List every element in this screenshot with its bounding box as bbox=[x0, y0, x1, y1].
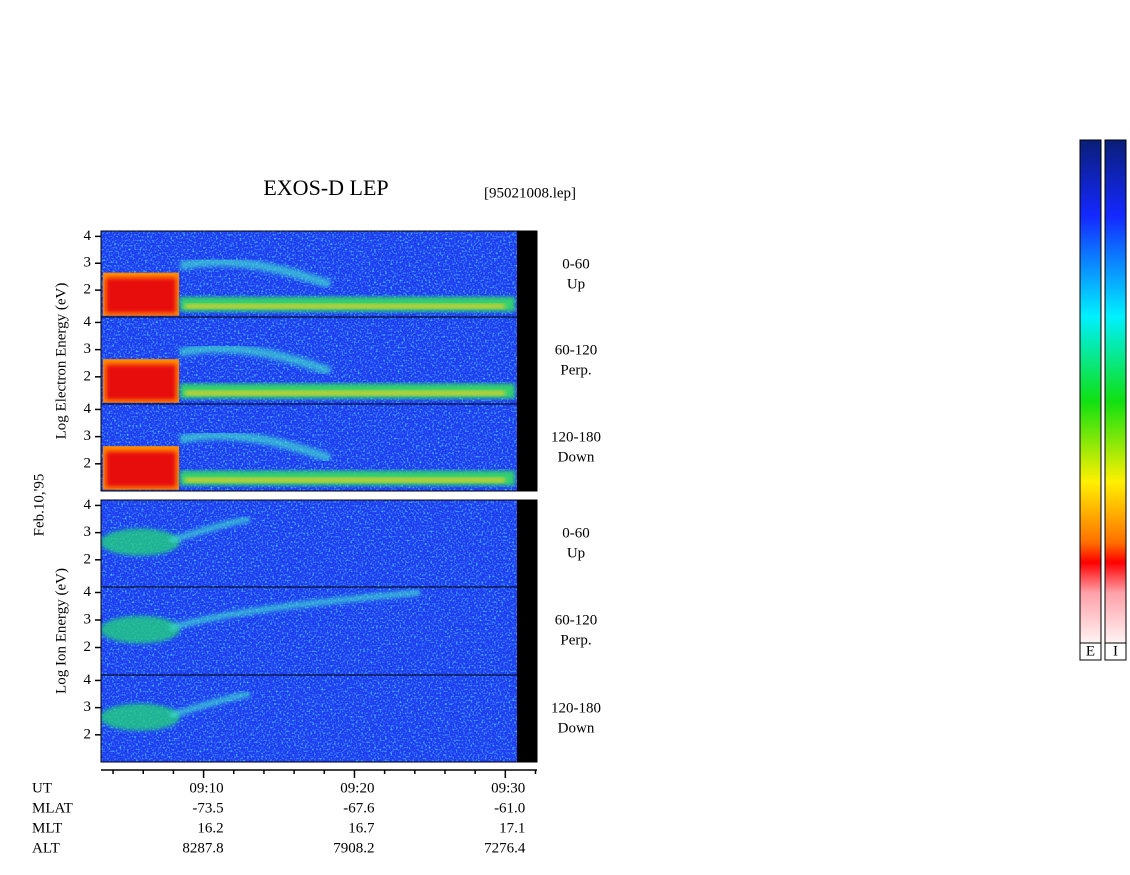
pitch-direction: Down bbox=[558, 449, 595, 465]
panel-image bbox=[101, 587, 517, 675]
ephemeris-value: 7276.4 bbox=[484, 840, 526, 856]
blob-green bbox=[101, 528, 180, 556]
spectrogram-panel bbox=[100, 499, 538, 588]
ephemeris-label: ALT bbox=[32, 840, 60, 856]
y-tick-label: 2 bbox=[84, 639, 92, 655]
x-tick-label: 09:20 bbox=[340, 780, 374, 796]
arc-cyan bbox=[179, 343, 332, 376]
y-tick-label: 4 bbox=[84, 497, 92, 513]
ephemeris-value: -61.0 bbox=[494, 800, 525, 816]
y-tick-label: 2 bbox=[84, 726, 92, 742]
y-tick-label: 2 bbox=[84, 551, 92, 567]
pitch-range: 0-60 bbox=[562, 525, 590, 541]
y-axis-label: Log Electron Energy (eV) bbox=[53, 283, 69, 440]
blob-green bbox=[101, 615, 180, 644]
streak-cyan bbox=[169, 691, 251, 719]
data-gap bbox=[517, 231, 537, 317]
colorbar-label: I bbox=[1113, 643, 1118, 659]
x-tick-label: 09:30 bbox=[491, 780, 525, 796]
panel-image bbox=[101, 500, 517, 587]
ephemeris-value: 17.1 bbox=[499, 820, 525, 836]
band-red bbox=[106, 364, 176, 400]
colorbar-label-box bbox=[1104, 642, 1127, 661]
pitch-direction: Perp. bbox=[560, 632, 591, 648]
arc-cyan bbox=[179, 430, 332, 463]
band-red bbox=[106, 451, 176, 487]
y-tick-label: 3 bbox=[84, 341, 92, 357]
ephemeris-value: 8287.8 bbox=[182, 840, 223, 856]
pitch-range: 60-120 bbox=[555, 612, 598, 628]
spectrogram-panel bbox=[100, 403, 538, 492]
pitch-range: 0-60 bbox=[562, 256, 590, 272]
y-tick-label: 4 bbox=[84, 401, 92, 417]
data-gap bbox=[517, 500, 537, 587]
title: EXOS-D LEP bbox=[263, 175, 388, 200]
y-tick-label: 2 bbox=[84, 368, 92, 384]
pitch-direction: Down bbox=[558, 720, 595, 736]
ephemeris-value: -73.5 bbox=[192, 800, 223, 816]
y-tick-label: 3 bbox=[84, 611, 92, 627]
spectrogram-panel bbox=[100, 674, 538, 763]
x-tick-label: 09:10 bbox=[189, 780, 223, 796]
band-yellow bbox=[185, 303, 505, 309]
panel-frame bbox=[100, 403, 538, 492]
pitch-range: 120-180 bbox=[551, 429, 601, 445]
spectrogram-panel bbox=[100, 586, 538, 676]
y-tick-label: 4 bbox=[84, 584, 92, 600]
data-gap bbox=[517, 404, 537, 491]
y-tick-label: 4 bbox=[84, 228, 92, 244]
panel-image bbox=[101, 317, 517, 404]
arc-cyan bbox=[179, 257, 332, 289]
colorbar bbox=[1104, 139, 1127, 644]
streak-cyan bbox=[169, 516, 251, 544]
blob-green bbox=[101, 703, 180, 731]
y-tick-label: 2 bbox=[84, 282, 92, 298]
data-gap bbox=[517, 587, 537, 675]
streak-cyan bbox=[169, 589, 421, 632]
y-axis-label: Log Ion Energy (eV) bbox=[53, 568, 69, 694]
colorbar-label-box bbox=[1079, 642, 1102, 661]
data-gap bbox=[517, 317, 537, 404]
y-tick-label: 3 bbox=[84, 524, 92, 540]
pitch-direction: Up bbox=[567, 276, 585, 292]
pitch-range: 60-120 bbox=[555, 342, 598, 358]
band-yellow bbox=[185, 477, 505, 483]
y-tick-label: 3 bbox=[84, 255, 92, 271]
ephemeris-label: MLAT bbox=[32, 800, 73, 816]
spectrogram-panel bbox=[100, 316, 538, 405]
y-tick-label: 2 bbox=[84, 455, 92, 471]
y-tick-label: 4 bbox=[84, 672, 92, 688]
colorbar bbox=[1079, 139, 1102, 644]
panel-image bbox=[101, 675, 517, 762]
ephemeris-value: 16.2 bbox=[197, 820, 223, 836]
pitch-range: 120-180 bbox=[551, 700, 601, 716]
y-tick-label: 3 bbox=[84, 699, 92, 715]
pitch-direction: Perp. bbox=[560, 362, 591, 378]
panel-image bbox=[101, 404, 517, 491]
ephemeris-value: -67.6 bbox=[343, 800, 375, 816]
y-tick-label: 4 bbox=[84, 314, 92, 330]
ephemeris-value: 16.7 bbox=[348, 820, 375, 836]
ephemeris-label: MLT bbox=[32, 820, 62, 836]
pitch-direction: Up bbox=[567, 545, 585, 561]
data-gap bbox=[517, 675, 537, 762]
panel-image bbox=[101, 231, 517, 317]
ephemeris-label: UT bbox=[32, 780, 52, 796]
band-yellow bbox=[185, 390, 505, 396]
date-label: Feb.10,'95 bbox=[31, 474, 47, 537]
band-red bbox=[106, 278, 176, 313]
y-tick-label: 3 bbox=[84, 428, 92, 444]
panel-frame bbox=[100, 674, 538, 763]
spectrogram-panel bbox=[100, 230, 538, 318]
file-name: [95021008.lep] bbox=[484, 185, 576, 201]
ephemeris-value: 7908.2 bbox=[333, 840, 374, 856]
colorbar-label: E bbox=[1086, 643, 1095, 659]
